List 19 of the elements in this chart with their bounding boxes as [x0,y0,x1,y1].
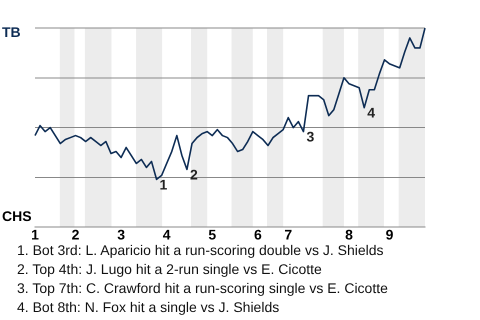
text: 2. Top 4th: J. Lugo hit a 2-run single vs E. Cicotte [17,260,323,279]
x-tick-label: 9 [386,226,394,242]
text: TB [2,24,21,40]
annotation: 1 [160,176,168,192]
text: 3. Top 7th: C. Crawford hit a run-scoring single vs E. Cicotte [17,279,388,298]
annotation: 3 [306,128,314,144]
x-tick-label: 8 [345,226,354,242]
annotation: 2 [190,166,198,182]
x-tick-label: 1 [31,226,40,242]
text: 4. Bot 8th: N. Fox hit a single vs J. Shields [17,298,280,317]
x-tick-label: 6 [254,226,262,242]
x-tick-label: 4 [162,226,171,242]
annotation: 4 [367,104,376,121]
x-tick-label: 5 [208,226,216,242]
x-tick-label: 2 [72,226,80,242]
text: 1. Bot 3rd: L. Aparicio hit a run-scoring double vs J. Shields [17,241,385,260]
x-tick-label: 7 [284,226,292,242]
text: CHS [2,208,32,224]
x-tick-label: 3 [117,226,126,242]
